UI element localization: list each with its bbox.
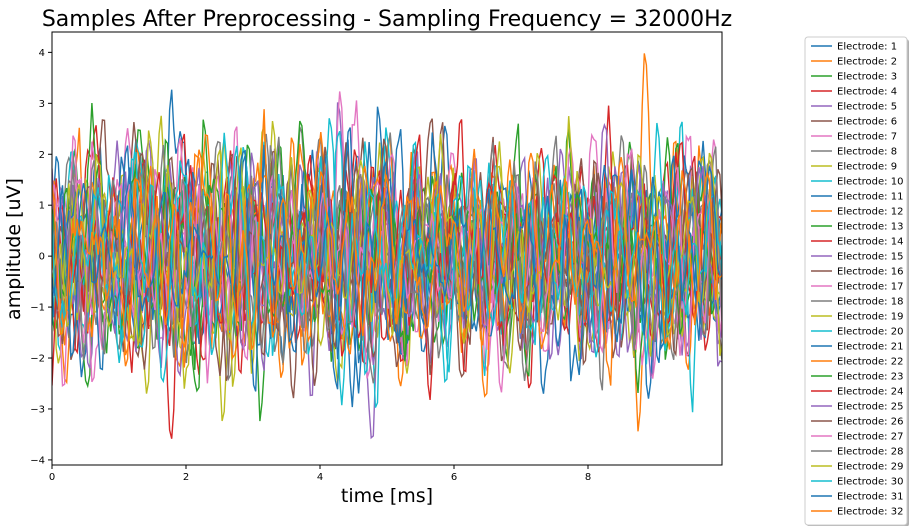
legend-label: Electrode: 23 (837, 372, 903, 383)
legend-label: Electrode: 16 (837, 267, 903, 278)
legend-label: Electrode: 5 (837, 102, 897, 113)
x-tick-label: 6 (451, 472, 457, 483)
legend-label: Electrode: 7 (837, 132, 897, 143)
legend-label: Electrode: 20 (837, 327, 903, 338)
series-lines (52, 53, 722, 440)
chart-title: Samples After Preprocessing - Sampling F… (42, 7, 732, 32)
y-tick-label: 1 (39, 201, 45, 212)
y-tick-label: −1 (30, 303, 45, 314)
legend-label: Electrode: 6 (837, 117, 897, 128)
series-line-electrode-32 (52, 109, 722, 398)
legend-label: Electrode: 26 (837, 417, 903, 428)
legend-label: Electrode: 27 (837, 432, 903, 443)
x-tick-label: 0 (49, 472, 55, 483)
series-line-electrode-26 (52, 122, 722, 386)
series-line-electrode-29 (52, 116, 722, 362)
y-tick-label: −4 (30, 455, 45, 466)
legend-label: Electrode: 25 (837, 402, 903, 413)
x-tick-label: 2 (183, 472, 189, 483)
y-tick-label: 4 (39, 48, 45, 59)
legend-label: Electrode: 29 (837, 462, 903, 473)
legend-label: Electrode: 18 (837, 297, 903, 308)
legend: Electrode: 1 Electrode: 2 Electrode: 3 Elec… (804, 36, 909, 526)
series-line-electrode-30 (52, 118, 722, 406)
legend-label: Electrode: 3 (837, 72, 897, 83)
y-tick-label: −3 (30, 404, 45, 415)
legend-label: Electrode: 2 (837, 57, 897, 68)
y-tick-label: 2 (39, 150, 45, 161)
legend-label: Electrode: 30 (837, 477, 903, 488)
legend-box (804, 36, 908, 526)
legend-label: Electrode: 4 (837, 87, 897, 98)
legend-label: Electrode: 10 (837, 177, 903, 188)
legend-label: Electrode: 11 (837, 192, 903, 203)
legend-label: Electrode: 8 (837, 147, 897, 158)
legend-label: Electrode: 9 (837, 162, 897, 173)
legend-label: Electrode: 22 (837, 357, 903, 368)
legend-label: Electrode: 13 (837, 222, 903, 233)
legend-label: Electrode: 15 (837, 252, 903, 263)
x-tick-label: 8 (585, 472, 591, 483)
legend-label: Electrode: 31 (837, 492, 903, 503)
plot-frame (51, 31, 723, 466)
legend-label: Electrode: 1 (837, 42, 897, 53)
legend-label: Electrode: 21 (837, 342, 903, 353)
legend-label: Electrode: 28 (837, 447, 903, 458)
legend-label: Electrode: 17 (837, 282, 903, 293)
legend-label: Electrode: 24 (837, 387, 903, 398)
legend-label: Electrode: 19 (837, 312, 903, 323)
legend-label: Electrode: 32 (837, 507, 903, 518)
legend-label: Electrode: 12 (837, 207, 903, 218)
x-tick-label: 4 (317, 472, 323, 483)
x-axis-label: time [ms] (341, 485, 433, 507)
y-tick-label: −2 (30, 354, 45, 365)
y-tick-label: 3 (39, 99, 45, 110)
y-axis-ticks: −4 −3 −2 −1 0 1 2 3 4 (30, 48, 52, 466)
y-axis-label: amplitude [uV] (3, 178, 25, 320)
legend-label: Electrode: 14 (837, 237, 903, 248)
x-axis-ticks: 0 2 4 6 8 (49, 465, 591, 483)
y-tick-label: 0 (39, 252, 45, 263)
